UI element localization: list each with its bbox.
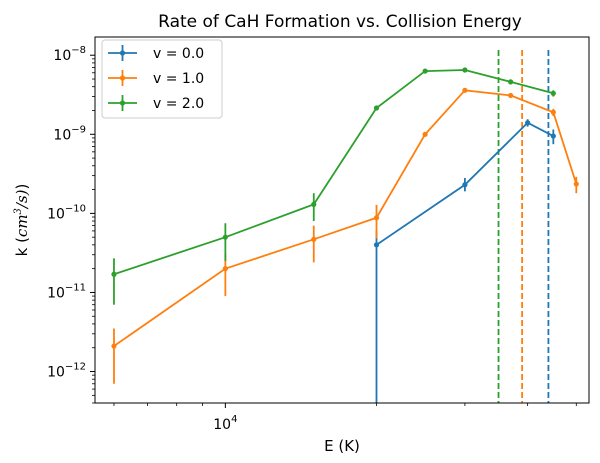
y-tick-label-base: 10: [47, 365, 65, 381]
data-point: [573, 181, 579, 187]
y-tick-label-exponent: −12: [65, 362, 86, 373]
legend-label: v = 0.0: [153, 46, 204, 62]
y-tick-label-exponent: −8: [71, 45, 86, 56]
data-point: [373, 215, 380, 221]
y-tick-label: 10−9: [53, 124, 86, 143]
series-line: [113, 69, 554, 276]
legend-label: v = 1.0: [153, 71, 204, 87]
data-point: [222, 266, 228, 272]
series-line: [375, 121, 554, 246]
legend-marker: [119, 75, 126, 81]
x-tick-label-exponent: 4: [231, 414, 237, 425]
series-line: [113, 89, 578, 347]
legend: v = 0.0 v = 1.0 v = 2.0: [101, 39, 223, 119]
y-axis-label-suffix: ): [13, 184, 31, 190]
x-axis: 104: [113, 403, 577, 433]
y-axis-label-unit-rest: /s): [13, 189, 31, 210]
data-point: [311, 201, 317, 207]
series-2: [111, 67, 556, 305]
data-point: [508, 79, 514, 85]
plot-frame: [94, 36, 590, 404]
data-point: [462, 182, 468, 188]
y-tick-label-base: 10: [53, 127, 71, 143]
chart-title: Rate of CaH Formation vs. Collision Ener…: [158, 12, 522, 32]
y-tick-label: 10−10: [47, 203, 86, 222]
y-axis-label-unit-exponent: 3: [13, 208, 24, 214]
x-tick-label: 104: [213, 414, 237, 433]
y-tick-label-exponent: −9: [71, 124, 86, 135]
data-point: [462, 87, 468, 93]
series-1: [111, 87, 579, 384]
data-point: [422, 68, 428, 74]
data-point: [508, 92, 514, 99]
legend-label: v = 2.0: [153, 96, 204, 112]
y-axis-label: k (cm3/s)): [13, 184, 31, 257]
y-axis-label-prefix: k (: [13, 237, 31, 256]
legend-marker: [119, 50, 126, 56]
y-tick-label-base: 10: [47, 285, 65, 301]
y-tick-label-exponent: −10: [65, 203, 86, 214]
legend-frame: [101, 39, 223, 119]
data-point: [462, 67, 468, 73]
y-tick-label-base: 10: [47, 206, 65, 222]
data-point: [311, 236, 317, 242]
x-axis-label: E (K): [324, 437, 360, 455]
data-point: [525, 120, 531, 126]
plot-area: [111, 50, 579, 403]
data-point: [222, 234, 228, 240]
y-tick-label-exponent: −11: [65, 282, 86, 293]
series-0: [373, 119, 556, 403]
data-point: [373, 105, 380, 111]
data-point: [373, 242, 380, 248]
legend-marker: [119, 100, 126, 106]
y-tick-label: 10−8: [53, 45, 86, 64]
y-tick-label: 10−11: [47, 282, 86, 301]
data-point: [550, 109, 556, 115]
y-tick-label-base: 10: [53, 48, 71, 64]
data-point: [422, 131, 428, 137]
data-point: [550, 133, 556, 139]
data-point: [111, 343, 117, 349]
y-axis-label-unit: cm: [13, 214, 31, 237]
y-tick-label: 10−12: [47, 362, 86, 381]
data-point: [550, 90, 556, 96]
data-point: [111, 271, 117, 277]
x-tick-label-base: 10: [213, 417, 231, 433]
